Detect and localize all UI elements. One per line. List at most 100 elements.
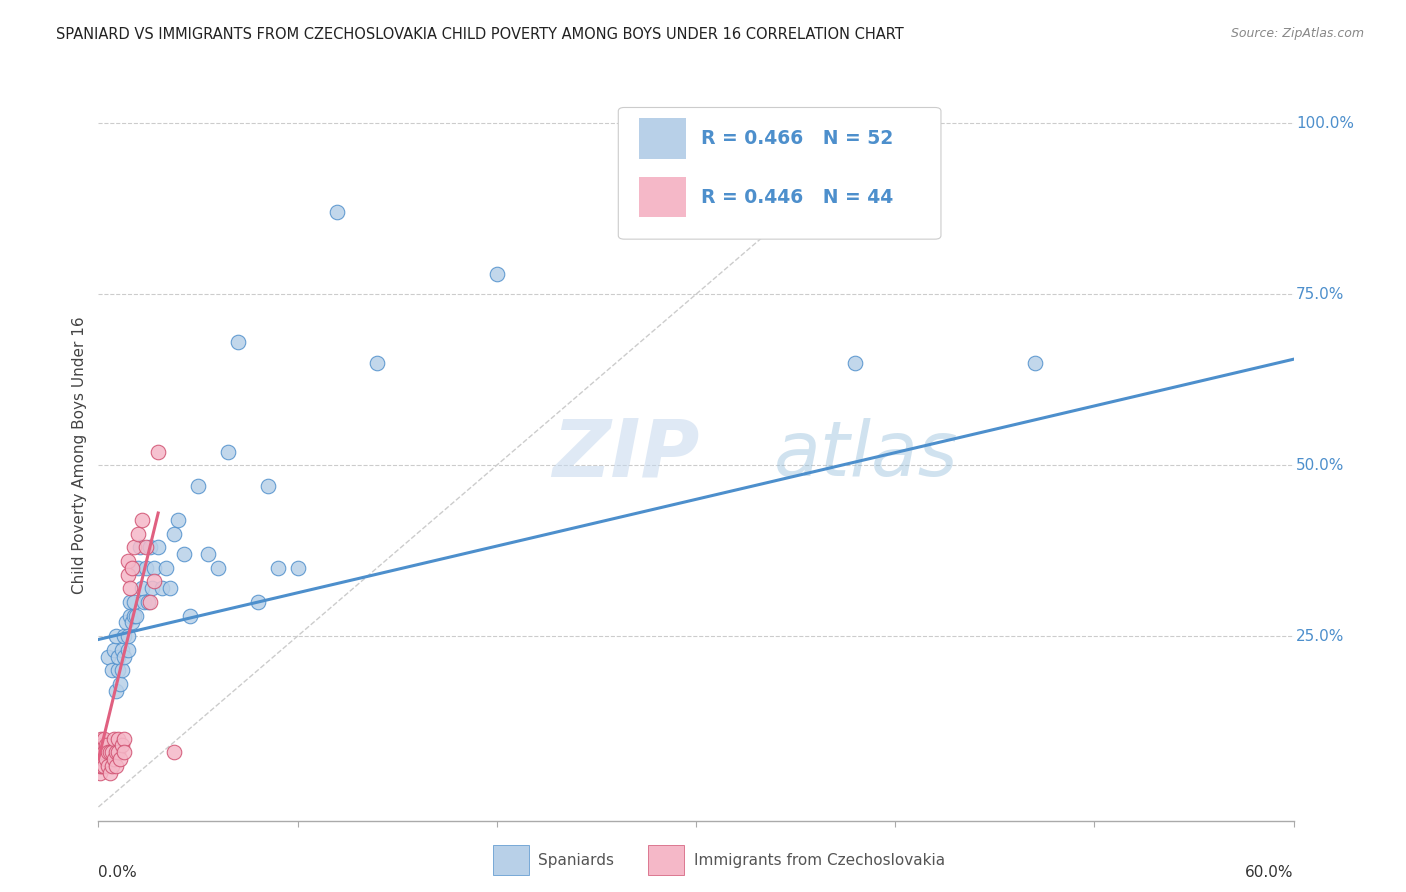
Point xyxy=(121,615,143,630)
Point xyxy=(117,642,139,657)
Point xyxy=(111,739,134,753)
Text: atlas: atlas xyxy=(773,418,957,491)
Point xyxy=(93,731,115,746)
Point xyxy=(121,560,143,574)
Text: 60.0%: 60.0% xyxy=(1246,864,1294,880)
Bar xyxy=(648,845,683,876)
Point xyxy=(89,745,111,759)
Text: SPANIARD VS IMMIGRANTS FROM CZECHOSLOVAKIA CHILD POVERTY AMONG BOYS UNDER 16 COR: SPANIARD VS IMMIGRANTS FROM CZECHOSLOVAK… xyxy=(56,27,904,42)
Point xyxy=(103,642,125,657)
Text: 50.0%: 50.0% xyxy=(1296,458,1344,473)
Point xyxy=(120,581,142,595)
Point xyxy=(217,444,239,458)
Bar xyxy=(494,845,529,876)
Point xyxy=(127,560,149,574)
Point xyxy=(93,759,115,773)
Point xyxy=(124,540,146,554)
Point xyxy=(187,478,209,492)
Point xyxy=(134,595,156,609)
Point xyxy=(155,560,177,574)
Point xyxy=(89,759,111,773)
Point xyxy=(167,513,190,527)
Point xyxy=(143,574,166,589)
Point xyxy=(173,547,195,561)
Point xyxy=(135,540,157,554)
Point xyxy=(112,731,135,746)
Point xyxy=(207,560,229,574)
Point xyxy=(163,745,186,759)
Point xyxy=(159,581,181,595)
Point xyxy=(91,745,114,759)
Point xyxy=(141,581,163,595)
Point xyxy=(112,649,135,664)
Y-axis label: Child Poverty Among Boys Under 16: Child Poverty Among Boys Under 16 xyxy=(72,316,87,594)
Point xyxy=(91,759,114,773)
Text: Immigrants from Czechoslovakia: Immigrants from Czechoslovakia xyxy=(693,853,945,868)
Point xyxy=(129,540,152,554)
Point xyxy=(115,615,138,630)
FancyBboxPatch shape xyxy=(619,108,941,239)
Point xyxy=(117,629,139,643)
Point xyxy=(96,752,118,766)
Point xyxy=(89,752,111,766)
Point xyxy=(111,642,134,657)
Point xyxy=(125,608,148,623)
Point xyxy=(226,335,249,350)
Point xyxy=(485,267,508,281)
Text: 25.0%: 25.0% xyxy=(1296,629,1344,643)
Point xyxy=(101,745,124,759)
Point xyxy=(148,540,170,554)
Point xyxy=(256,478,278,492)
Point xyxy=(117,567,139,582)
Point xyxy=(150,581,173,595)
Point xyxy=(112,745,135,759)
Point xyxy=(124,595,146,609)
Point xyxy=(366,356,388,370)
Point xyxy=(120,608,142,623)
Point xyxy=(103,752,125,766)
Point xyxy=(110,752,132,766)
Point xyxy=(131,513,153,527)
Point xyxy=(110,677,132,691)
Point xyxy=(117,554,139,568)
Point xyxy=(93,745,115,759)
Point xyxy=(139,595,162,609)
Point xyxy=(287,560,309,574)
Text: 0.0%: 0.0% xyxy=(98,864,138,880)
Point xyxy=(107,731,129,746)
Point xyxy=(90,731,112,746)
Point xyxy=(135,560,157,574)
Text: 75.0%: 75.0% xyxy=(1296,286,1344,301)
Text: Spaniards: Spaniards xyxy=(538,853,614,868)
Point xyxy=(101,759,124,773)
Point xyxy=(97,649,120,664)
Point xyxy=(105,629,128,643)
Point xyxy=(93,752,115,766)
Point xyxy=(98,745,122,759)
Point xyxy=(267,560,290,574)
Point xyxy=(107,745,129,759)
Point xyxy=(103,731,125,746)
Point xyxy=(197,547,219,561)
Point xyxy=(97,759,120,773)
Point xyxy=(101,663,124,677)
Point xyxy=(105,759,128,773)
Point xyxy=(111,663,134,677)
Point xyxy=(143,560,166,574)
Point xyxy=(136,595,159,609)
Point xyxy=(98,765,122,780)
Text: R = 0.466   N = 52: R = 0.466 N = 52 xyxy=(700,129,893,148)
Point xyxy=(91,739,114,753)
Point xyxy=(1024,356,1046,370)
Point xyxy=(148,444,170,458)
Point xyxy=(179,608,201,623)
Point xyxy=(844,356,866,370)
Text: ZIP: ZIP xyxy=(553,416,700,494)
Point xyxy=(96,739,118,753)
Point xyxy=(90,752,112,766)
Bar xyxy=(638,119,686,159)
Point xyxy=(139,540,162,554)
Bar xyxy=(638,177,686,218)
Point xyxy=(163,526,186,541)
Point xyxy=(246,595,269,609)
